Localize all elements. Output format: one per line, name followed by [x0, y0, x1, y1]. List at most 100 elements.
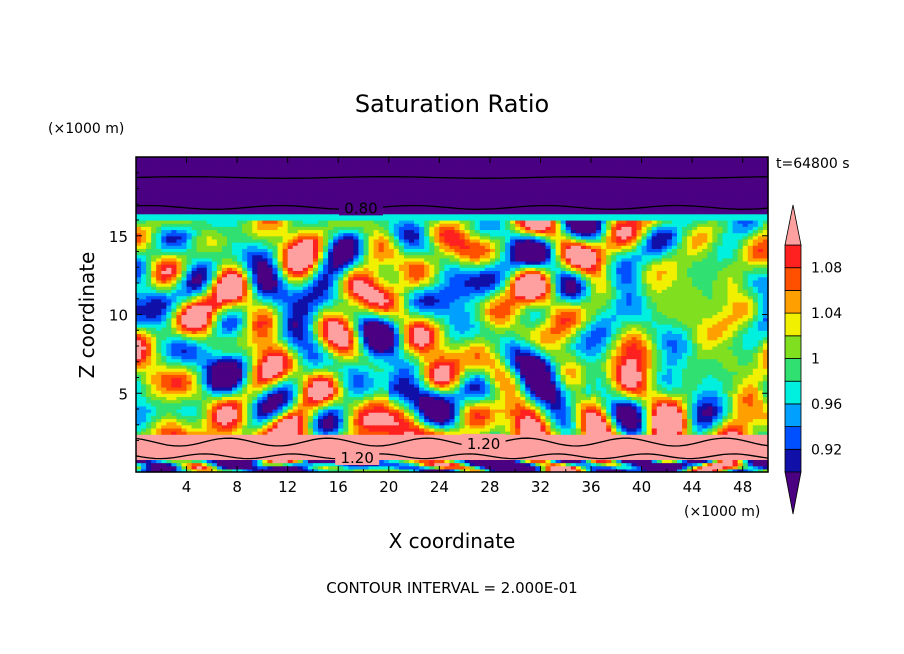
heatmap-cell — [191, 172, 198, 177]
heatmap-cell — [282, 453, 289, 457]
heatmap-cell — [262, 336, 269, 341]
heatmap-cell — [257, 368, 263, 372]
heatmap-cell — [227, 330, 233, 334]
heatmap-cell — [161, 424, 167, 429]
heatmap-cell — [186, 339, 193, 344]
heatmap-cell — [221, 346, 228, 350]
heatmap-cell — [181, 399, 188, 404]
heatmap-cell — [156, 405, 162, 410]
heatmap-cell — [247, 342, 253, 347]
heatmap-cell — [216, 194, 223, 199]
heatmap-cell — [166, 453, 172, 457]
heatmap-cell — [196, 292, 203, 297]
heatmap-cell — [262, 399, 269, 404]
heatmap-cell — [146, 327, 152, 331]
heatmap-cell — [252, 339, 258, 344]
heatmap-cell — [232, 393, 238, 397]
heatmap-cell — [181, 456, 188, 460]
heatmap-cell — [161, 305, 167, 309]
heatmap-cell — [292, 377, 299, 382]
heatmap-cell — [252, 169, 258, 174]
heatmap-cell — [196, 191, 203, 196]
heatmap-cell — [252, 424, 258, 429]
heatmap-cell — [262, 298, 269, 303]
heatmap-cell — [277, 188, 284, 193]
heatmap-cell — [166, 289, 172, 294]
heatmap-cell — [242, 314, 248, 319]
heatmap-cell — [247, 213, 253, 218]
heatmap-cell — [262, 449, 269, 454]
heatmap-cell — [211, 462, 218, 467]
heatmap-cell — [181, 377, 188, 382]
heatmap-cell — [136, 462, 142, 467]
heatmap-cell — [272, 402, 279, 407]
heatmap-cell — [272, 185, 279, 190]
heatmap-cell — [171, 317, 178, 322]
heatmap-cell — [227, 421, 233, 426]
heatmap-cell — [141, 320, 147, 325]
heatmap-cell — [232, 409, 238, 413]
heatmap-cell — [196, 342, 203, 347]
heatmap-cell — [287, 431, 294, 435]
heatmap-cell — [171, 279, 178, 284]
heatmap-cell — [232, 352, 238, 357]
heatmap-cell — [232, 330, 238, 334]
heatmap-cell — [247, 314, 253, 319]
heatmap-cell — [201, 364, 208, 369]
heatmap-cell — [191, 468, 198, 473]
heatmap-cell — [272, 226, 279, 231]
heatmap-cell — [267, 185, 274, 190]
heatmap-cell — [232, 440, 238, 445]
heatmap-cell — [201, 446, 208, 451]
heatmap-cell — [257, 185, 263, 190]
heatmap-cell — [211, 267, 218, 271]
heatmap-cell — [287, 349, 294, 353]
heatmap-cell — [201, 427, 208, 432]
heatmap-cell — [277, 298, 284, 303]
heatmap-cell — [252, 342, 258, 347]
heatmap-cell — [141, 421, 147, 426]
heatmap-cell — [141, 342, 147, 347]
heatmap-cell — [242, 409, 248, 413]
heatmap-cell — [196, 380, 203, 385]
heatmap-cell — [146, 232, 152, 237]
heatmap-cell — [272, 270, 279, 275]
heatmap-cell — [206, 412, 213, 416]
heatmap-cell — [227, 443, 233, 448]
heatmap-cell — [257, 349, 263, 353]
heatmap-cell — [181, 216, 188, 221]
heatmap-cell — [146, 188, 152, 193]
heatmap-cell — [141, 459, 147, 464]
heatmap-cell — [166, 229, 172, 234]
heatmap-cell — [277, 327, 284, 331]
heatmap-cell — [227, 349, 233, 353]
heatmap-cell — [186, 393, 193, 397]
heatmap-cell — [272, 371, 279, 375]
heatmap-cell — [292, 446, 299, 451]
heatmap-cell — [181, 465, 188, 470]
heatmap-cell — [151, 418, 157, 423]
heatmap-cell — [287, 402, 294, 407]
heatmap-cell — [292, 462, 299, 467]
heatmap-cell — [237, 364, 243, 369]
heatmap-cell — [262, 182, 269, 186]
heatmap-cell — [267, 402, 274, 407]
heatmap-cell — [211, 286, 218, 290]
heatmap-cell — [257, 188, 263, 193]
heatmap-cell — [232, 415, 238, 420]
heatmap-cell — [282, 172, 289, 177]
heatmap-cell — [211, 440, 218, 445]
heatmap-cell — [161, 185, 167, 190]
heatmap-cell — [146, 377, 152, 382]
heatmap-cell — [206, 251, 213, 256]
heatmap-cell — [277, 191, 284, 196]
heatmap-cell — [161, 260, 167, 265]
heatmap-cell — [262, 361, 269, 366]
heatmap-cell — [277, 223, 284, 227]
heatmap-cell — [227, 270, 233, 275]
heatmap-cell — [216, 434, 223, 438]
heatmap-cell — [186, 314, 193, 319]
heatmap-cell — [237, 157, 243, 161]
heatmap-cell — [136, 270, 142, 275]
heatmap-cell — [227, 396, 233, 401]
